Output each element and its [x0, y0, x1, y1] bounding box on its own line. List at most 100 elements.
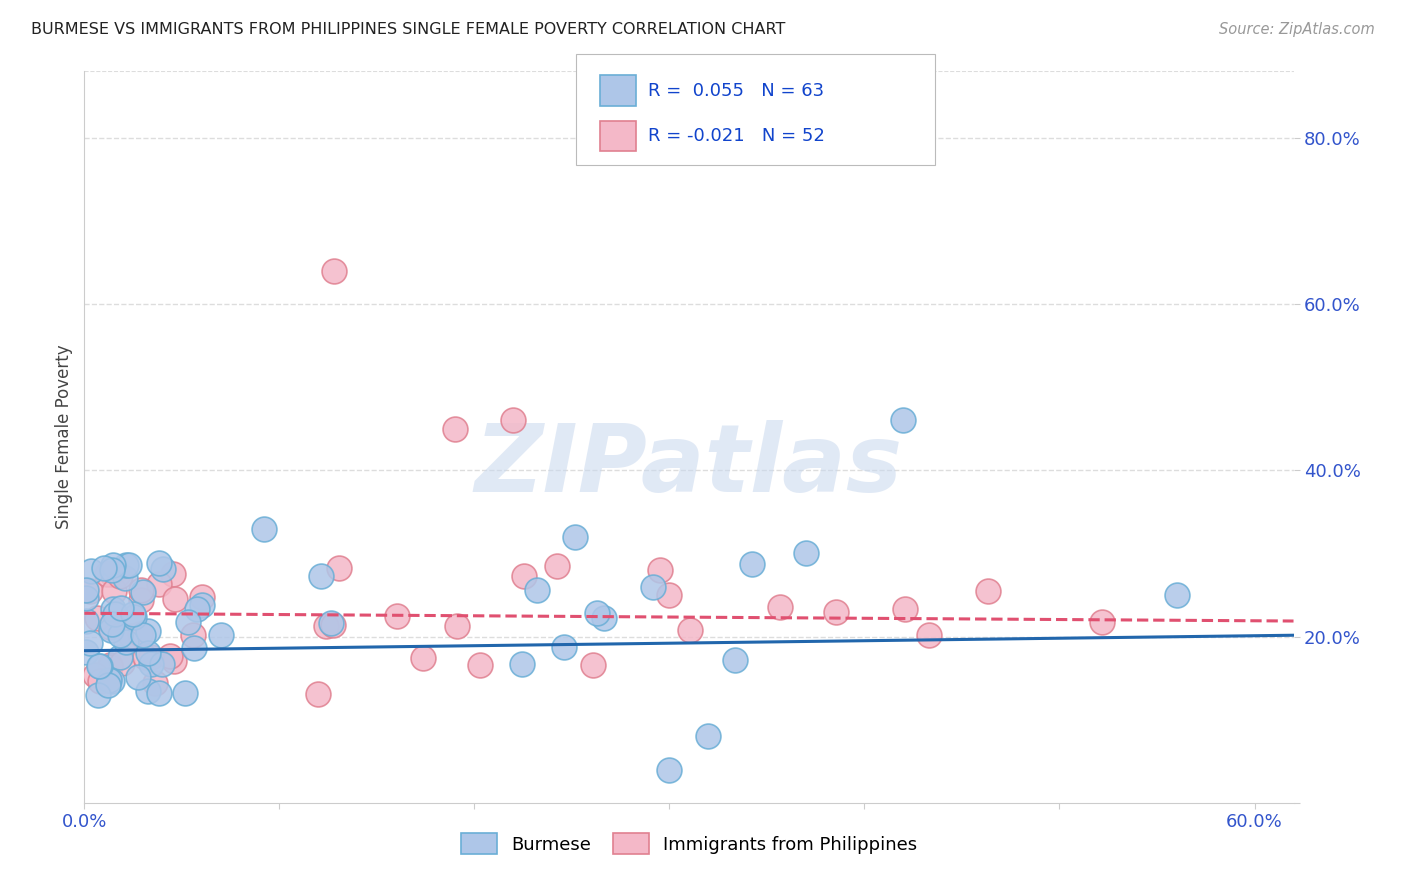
Point [132, 628, 155, 642]
Text: R = -0.021   N = 52: R = -0.021 N = 52 [648, 127, 825, 145]
Point [893, 413, 915, 427]
Point [138, 624, 160, 638]
Point [209, 628, 232, 642]
Point [794, 546, 817, 560]
Point [412, 650, 434, 665]
Point [824, 605, 846, 619]
Point [1166, 588, 1188, 602]
Point [148, 686, 170, 700]
Point [97, 670, 120, 684]
Point [97, 678, 120, 692]
Point [103, 558, 125, 572]
Point [114, 571, 136, 585]
Point [87, 659, 110, 673]
Point [98, 620, 121, 634]
Point [387, 609, 409, 624]
Point [101, 566, 124, 581]
Point [122, 610, 145, 624]
Point [150, 657, 173, 671]
Point [1091, 615, 1114, 629]
Point [319, 616, 342, 631]
Point [165, 592, 187, 607]
Point [152, 562, 174, 576]
Point [89, 659, 111, 673]
Point [111, 657, 134, 671]
Point [323, 264, 346, 278]
Point [93, 560, 115, 574]
Point [328, 561, 350, 575]
Point [79, 636, 101, 650]
Point [470, 658, 492, 673]
Point [181, 628, 204, 642]
Point [115, 635, 138, 649]
Point [546, 559, 568, 574]
Point [75, 645, 97, 659]
Point [658, 763, 681, 777]
Point [108, 627, 131, 641]
Text: Source: ZipAtlas.com: Source: ZipAtlas.com [1219, 22, 1375, 37]
Point [697, 729, 720, 743]
Point [564, 530, 586, 544]
Legend: Burmese, Immigrants from Philippines: Burmese, Immigrants from Philippines [451, 824, 927, 863]
Point [446, 619, 468, 633]
Point [110, 600, 132, 615]
Point [162, 566, 184, 581]
Point [553, 640, 575, 654]
Point [311, 569, 333, 583]
Point [917, 628, 939, 642]
Point [191, 598, 214, 612]
Point [89, 673, 111, 688]
Point [148, 576, 170, 591]
Point [650, 563, 672, 577]
Text: R =  0.055   N = 63: R = 0.055 N = 63 [648, 82, 824, 100]
Point [894, 601, 917, 615]
Point [115, 558, 138, 572]
Point [679, 624, 702, 638]
Point [104, 607, 127, 622]
Point [145, 676, 167, 690]
Point [118, 558, 141, 572]
Point [136, 646, 159, 660]
Point [107, 566, 129, 581]
Y-axis label: Single Female Poverty: Single Female Poverty [55, 345, 73, 529]
Point [191, 590, 214, 604]
Point [87, 688, 110, 702]
Point [108, 569, 131, 583]
Text: ZIPatlas: ZIPatlas [475, 420, 903, 512]
Point [592, 611, 614, 625]
Point [141, 650, 163, 665]
Point [100, 673, 122, 688]
Point [183, 641, 205, 656]
Point [127, 670, 149, 684]
Point [100, 623, 122, 637]
Point [120, 629, 142, 643]
Point [741, 557, 763, 571]
Point [444, 422, 467, 436]
Point [98, 660, 121, 674]
Point [122, 607, 145, 621]
Point [510, 657, 533, 671]
Point [136, 684, 159, 698]
Point [131, 592, 153, 607]
Point [159, 648, 181, 663]
Point [129, 627, 152, 641]
Point [526, 582, 548, 597]
Point [103, 584, 125, 599]
Point [134, 650, 156, 665]
Point [148, 556, 170, 570]
Point [97, 673, 120, 687]
Point [315, 619, 337, 633]
Point [163, 654, 186, 668]
Point [83, 667, 105, 681]
Point [769, 599, 792, 614]
Point [108, 649, 131, 664]
Point [174, 685, 197, 699]
Point [512, 569, 534, 583]
Point [101, 617, 124, 632]
Point [586, 606, 609, 620]
Point [723, 652, 745, 666]
Point [129, 583, 152, 598]
Text: BURMESE VS IMMIGRANTS FROM PHILIPPINES SINGLE FEMALE POVERTY CORRELATION CHART: BURMESE VS IMMIGRANTS FROM PHILIPPINES S… [31, 22, 786, 37]
Point [98, 657, 121, 672]
Point [322, 618, 344, 632]
